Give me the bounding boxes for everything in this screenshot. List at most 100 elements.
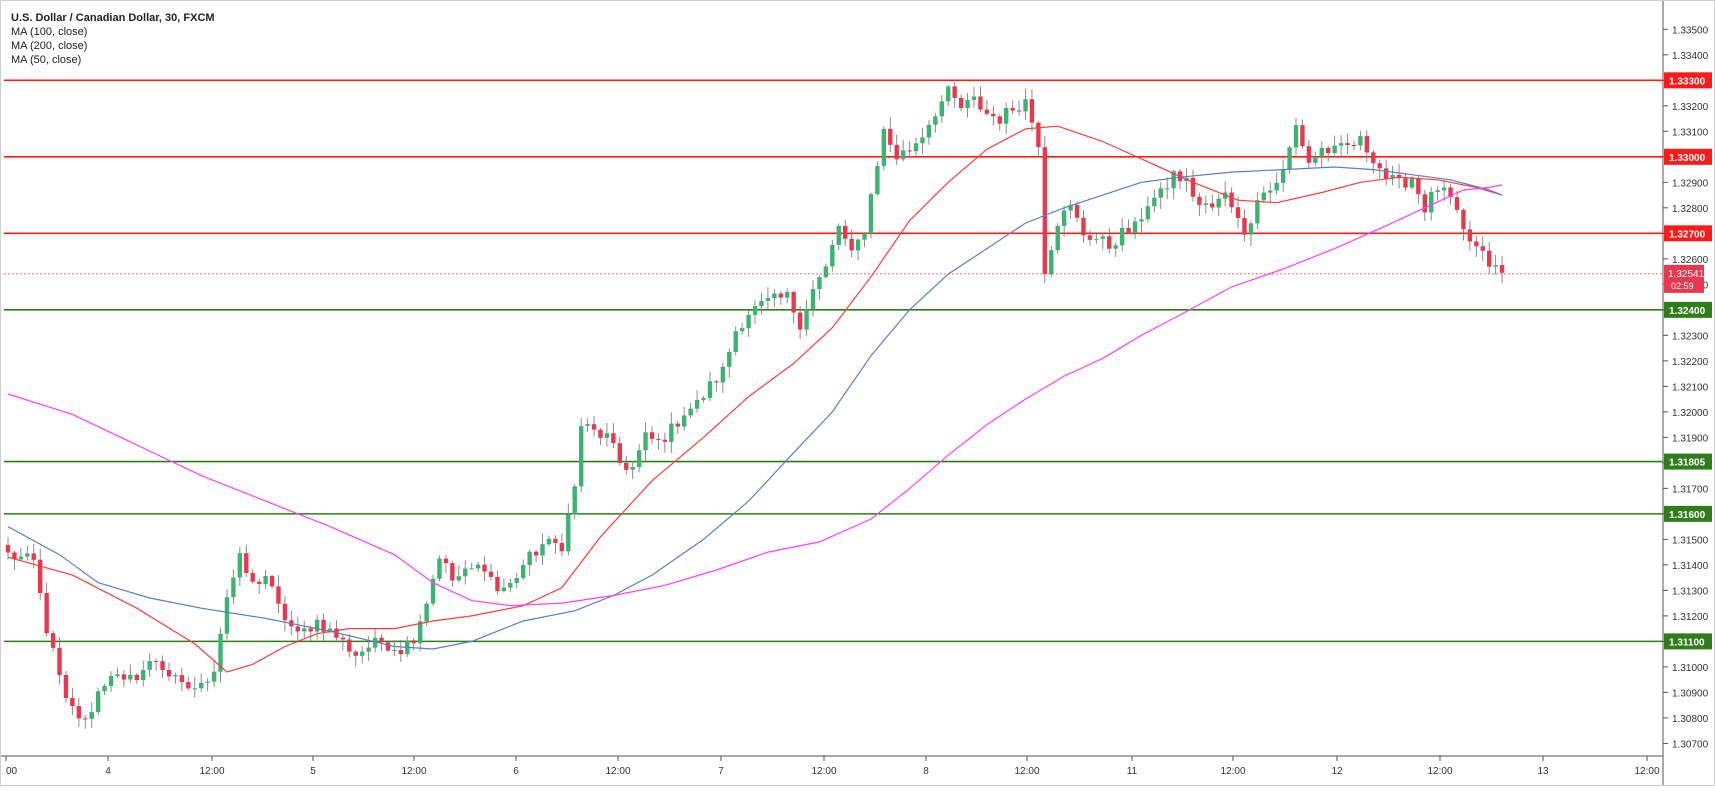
candle[interactable] bbox=[836, 223, 841, 250]
candle[interactable] bbox=[527, 549, 532, 576]
candle[interactable] bbox=[417, 614, 423, 652]
candle[interactable] bbox=[385, 640, 391, 653]
candle[interactable] bbox=[1338, 135, 1344, 157]
candle[interactable] bbox=[1113, 242, 1118, 257]
candle[interactable] bbox=[1145, 196, 1151, 223]
candle[interactable] bbox=[63, 671, 69, 703]
candle[interactable] bbox=[1467, 220, 1473, 251]
candle[interactable] bbox=[772, 289, 777, 307]
candle[interactable] bbox=[585, 418, 590, 433]
candle[interactable] bbox=[1499, 256, 1505, 284]
candle[interactable] bbox=[591, 416, 597, 437]
candle[interactable] bbox=[1061, 205, 1067, 237]
candle[interactable] bbox=[823, 263, 829, 279]
candle[interactable] bbox=[752, 299, 758, 324]
candle[interactable] bbox=[244, 544, 249, 578]
candle[interactable] bbox=[173, 672, 178, 684]
candle[interactable] bbox=[933, 113, 938, 133]
candle[interactable] bbox=[1049, 245, 1054, 278]
candle[interactable] bbox=[662, 432, 668, 453]
candle[interactable] bbox=[1364, 130, 1370, 163]
candle[interactable] bbox=[720, 362, 726, 393]
candle[interactable] bbox=[1313, 151, 1318, 167]
candle[interactable] bbox=[353, 649, 358, 667]
candle[interactable] bbox=[211, 660, 217, 688]
candle[interactable] bbox=[411, 638, 416, 651]
candle[interactable] bbox=[649, 426, 655, 445]
candle[interactable] bbox=[1358, 130, 1363, 151]
candle[interactable] bbox=[701, 395, 706, 403]
candle[interactable] bbox=[546, 535, 552, 547]
candle[interactable] bbox=[141, 660, 146, 687]
candle[interactable] bbox=[44, 582, 49, 637]
candle[interactable] bbox=[1229, 187, 1234, 213]
candle[interactable] bbox=[900, 140, 906, 162]
candle[interactable] bbox=[952, 82, 957, 108]
candle[interactable] bbox=[450, 560, 455, 587]
candle[interactable] bbox=[946, 84, 951, 106]
candle[interactable] bbox=[778, 291, 783, 305]
candle[interactable] bbox=[469, 562, 474, 570]
candle[interactable] bbox=[1293, 117, 1299, 155]
candle[interactable] bbox=[1300, 119, 1305, 149]
candle[interactable] bbox=[894, 134, 899, 165]
candle[interactable] bbox=[1107, 227, 1112, 254]
candle[interactable] bbox=[907, 141, 912, 158]
candle[interactable] bbox=[1235, 196, 1241, 229]
candle[interactable] bbox=[1474, 235, 1479, 257]
candle[interactable] bbox=[1396, 163, 1402, 189]
candle[interactable] bbox=[862, 231, 867, 248]
candle[interactable] bbox=[1197, 192, 1202, 217]
candle[interactable] bbox=[456, 565, 461, 583]
candle[interactable] bbox=[707, 371, 713, 401]
candle[interactable] bbox=[759, 292, 764, 315]
candle[interactable] bbox=[533, 549, 539, 563]
candle[interactable] bbox=[463, 560, 468, 585]
candle[interactable] bbox=[437, 555, 442, 582]
candle[interactable] bbox=[643, 422, 648, 462]
candle[interactable] bbox=[443, 554, 449, 574]
candle[interactable] bbox=[379, 634, 384, 652]
candle[interactable] bbox=[746, 309, 751, 337]
candle[interactable] bbox=[1139, 207, 1144, 232]
candle[interactable] bbox=[920, 128, 925, 154]
candle[interactable] bbox=[276, 575, 281, 614]
candle[interactable] bbox=[1319, 141, 1324, 168]
candle[interactable] bbox=[572, 484, 577, 520]
candle[interactable] bbox=[134, 673, 139, 684]
level-label-1.31100[interactable]: 1.31100 bbox=[1664, 633, 1712, 650]
level-label-1.31805[interactable]: 1.31805 bbox=[1664, 453, 1712, 470]
candle[interactable] bbox=[965, 92, 970, 118]
level-label-1.32400[interactable]: 1.32400 bbox=[1664, 301, 1712, 318]
candle[interactable] bbox=[1010, 100, 1015, 115]
candle[interactable] bbox=[881, 126, 887, 171]
candle[interactable] bbox=[430, 574, 436, 606]
candle[interactable] bbox=[250, 569, 255, 584]
candle[interactable] bbox=[1165, 177, 1170, 200]
candle[interactable] bbox=[1203, 195, 1209, 214]
candle[interactable] bbox=[495, 570, 500, 595]
candle[interactable] bbox=[57, 637, 62, 685]
candle[interactable] bbox=[398, 639, 404, 663]
candle[interactable] bbox=[475, 561, 481, 572]
candle[interactable] bbox=[224, 589, 230, 640]
candle[interactable] bbox=[617, 436, 622, 466]
candle[interactable] bbox=[1074, 201, 1080, 222]
candle[interactable] bbox=[1248, 220, 1254, 246]
candle[interactable] bbox=[804, 299, 809, 336]
candle[interactable] bbox=[1255, 192, 1260, 230]
candle[interactable] bbox=[1383, 159, 1389, 186]
candle[interactable] bbox=[1377, 159, 1382, 179]
candle[interactable] bbox=[1332, 135, 1337, 156]
candle[interactable] bbox=[340, 634, 346, 651]
candle[interactable] bbox=[855, 238, 861, 261]
candle[interactable] bbox=[830, 239, 835, 272]
candle[interactable] bbox=[1158, 182, 1163, 210]
candle[interactable] bbox=[978, 86, 983, 113]
candle[interactable] bbox=[1441, 180, 1447, 202]
candle[interactable] bbox=[1094, 233, 1099, 244]
candle[interactable] bbox=[1435, 186, 1440, 201]
candle[interactable] bbox=[888, 117, 893, 153]
candle[interactable] bbox=[295, 616, 300, 643]
